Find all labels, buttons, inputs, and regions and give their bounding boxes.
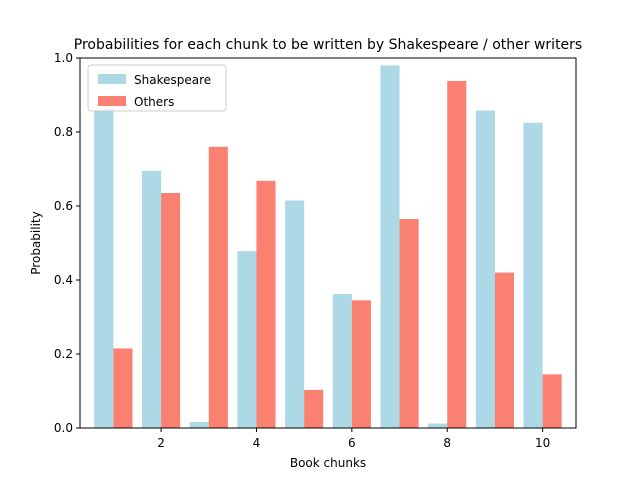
bar-shakespeare-10 bbox=[523, 122, 543, 428]
y-tick-label: 1.0 bbox=[54, 51, 73, 65]
y-tick-label: 0.0 bbox=[54, 421, 73, 435]
y-tick-label: 0.4 bbox=[54, 273, 73, 287]
bar-shakespeare-3 bbox=[189, 422, 209, 428]
bar-others-9 bbox=[494, 272, 514, 428]
x-axis-label: Book chunks bbox=[290, 456, 366, 470]
axes-layer: 2 4 6 8 10 0.0 0.2 0.4 0.6 0.8 1.0 bbox=[54, 51, 577, 450]
legend-swatch-others bbox=[98, 96, 126, 106]
legend-label-shakespeare: Shakespeare bbox=[134, 73, 211, 87]
x-tick-label: 8 bbox=[443, 436, 451, 450]
bar-others-6 bbox=[351, 300, 371, 428]
bar-shakespeare-1 bbox=[94, 108, 114, 428]
y-tick-label: 0.2 bbox=[54, 347, 73, 361]
axes-frame bbox=[79, 57, 577, 429]
bars-layer bbox=[94, 65, 562, 429]
y-axis-label: Probability bbox=[29, 211, 43, 274]
bar-others-5 bbox=[304, 389, 324, 428]
chart-title: Probabilities for each chunk to be writt… bbox=[74, 37, 582, 53]
bar-others-10 bbox=[542, 374, 562, 428]
x-tick-label: 10 bbox=[535, 436, 550, 450]
legend: Shakespeare Others bbox=[87, 64, 227, 112]
bar-others-2 bbox=[161, 193, 181, 428]
y-tick-label: 0.8 bbox=[54, 125, 73, 139]
bar-others-4 bbox=[256, 180, 276, 428]
bar-others-8 bbox=[447, 80, 467, 428]
bar-shakespeare-8 bbox=[428, 423, 448, 428]
legend-swatch-shakespeare bbox=[98, 74, 126, 84]
bar-shakespeare-2 bbox=[142, 170, 162, 428]
y-tick-label: 0.6 bbox=[54, 199, 73, 213]
bar-shakespeare-9 bbox=[475, 110, 495, 428]
bar-others-1 bbox=[113, 348, 133, 428]
bar-others-7 bbox=[399, 218, 419, 428]
legend-label-others: Others bbox=[134, 95, 174, 109]
bar-shakespeare-7 bbox=[380, 65, 400, 429]
bar-shakespeare-6 bbox=[332, 294, 352, 428]
bar-shakespeare-5 bbox=[285, 200, 305, 428]
x-tick-label: 2 bbox=[157, 436, 165, 450]
x-tick-label: 6 bbox=[348, 436, 356, 450]
x-tick-label: 4 bbox=[253, 436, 261, 450]
bar-shakespeare-4 bbox=[237, 251, 257, 428]
bar-others-3 bbox=[208, 146, 228, 429]
